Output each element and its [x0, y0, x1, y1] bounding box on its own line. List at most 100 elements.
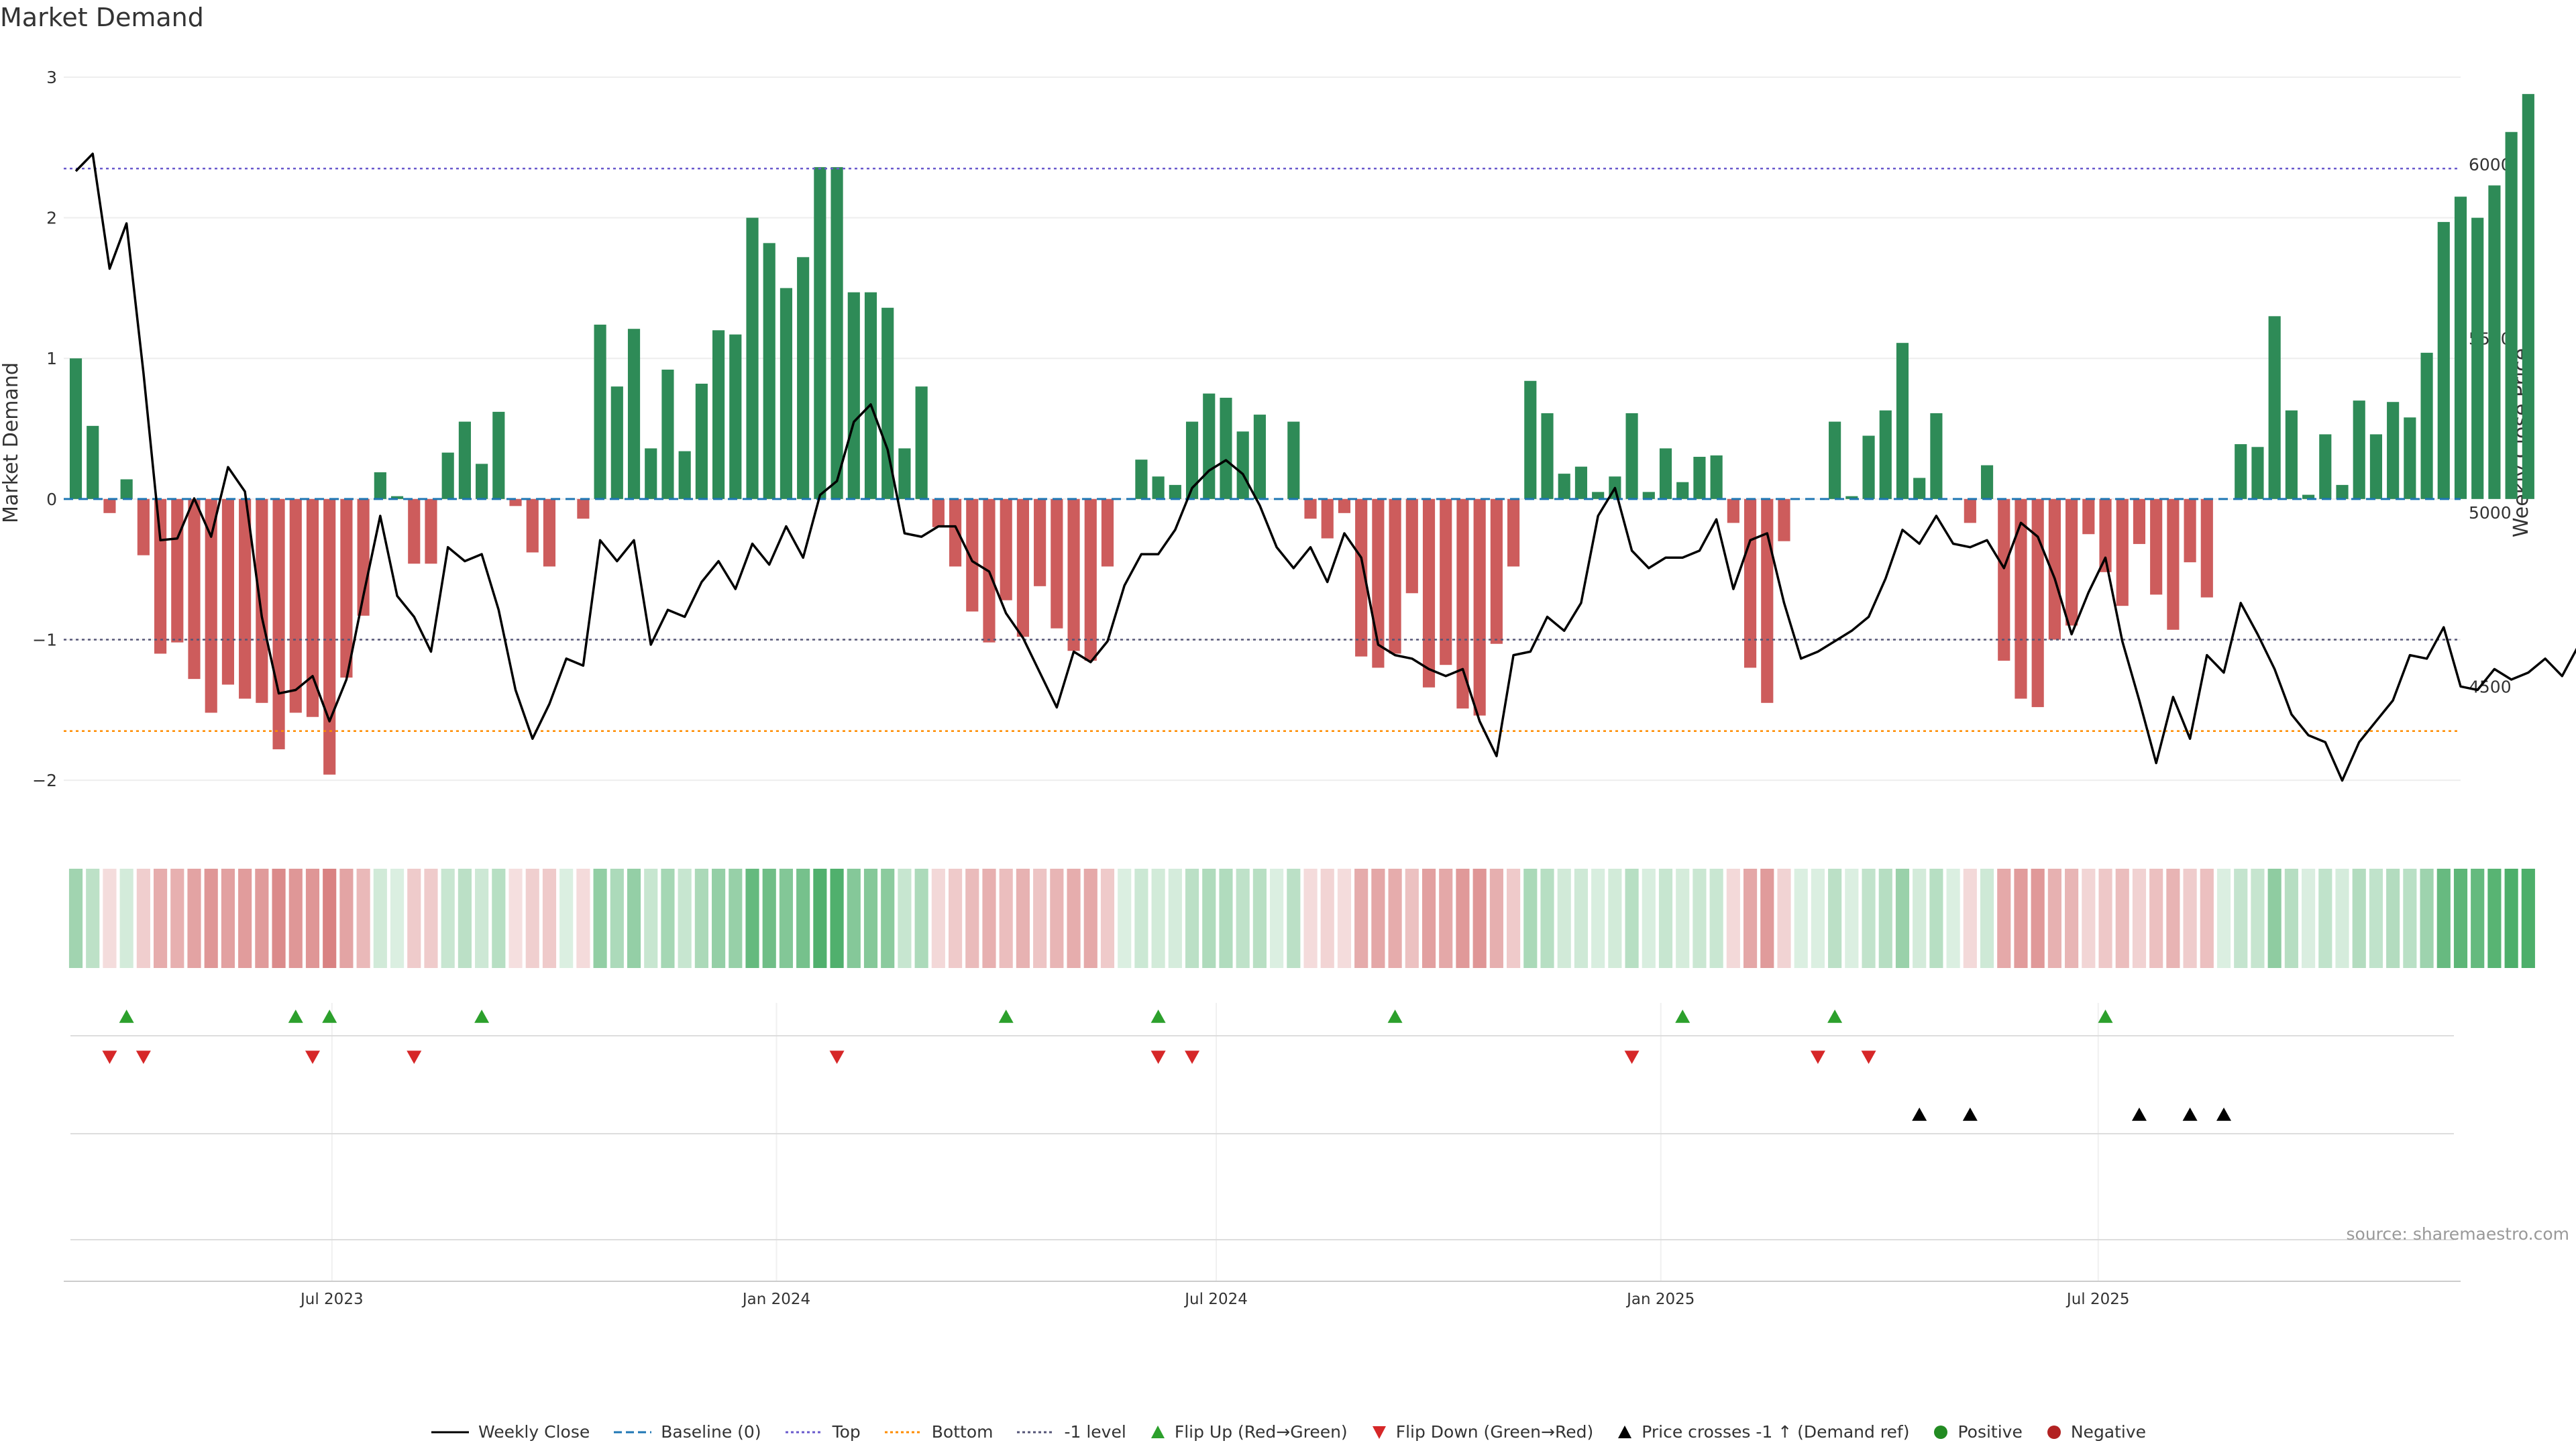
x-tick-label: Jul 2024 — [1183, 1291, 1248, 1308]
demand-bar-negative — [256, 498, 268, 703]
heat-cell — [2166, 869, 2180, 968]
demand-bar-positive — [661, 370, 674, 499]
flip-down-marker — [1150, 1051, 1166, 1064]
demand-bar-positive — [1253, 415, 1266, 499]
heat-cell — [2014, 869, 2028, 968]
demand-bar-positive — [1287, 421, 1300, 499]
price-cross-marker — [2131, 1108, 2147, 1121]
heat-cell — [1574, 869, 1589, 968]
price-cross-marker — [2182, 1108, 2198, 1121]
heat-cell — [1913, 869, 1927, 968]
demand-bar-positive — [1185, 421, 1199, 499]
legend-label: Flip Up (Red→Green) — [1174, 1422, 1348, 1442]
heat-cell — [627, 869, 641, 968]
heat-cell — [1658, 869, 1673, 968]
flip-down-marker — [829, 1051, 845, 1064]
price-cross-marker — [1962, 1108, 1978, 1121]
heat-cell — [1050, 869, 1064, 968]
heat-cell — [1219, 869, 1233, 968]
heat-cell — [1895, 869, 1910, 968]
heat-cell — [1033, 869, 1047, 968]
demand-bar-positive — [87, 425, 99, 499]
heat-cell — [1252, 869, 1267, 968]
demand-bar-positive — [1693, 456, 1706, 499]
heat-cell — [2200, 869, 2214, 968]
heat-cell — [525, 869, 539, 968]
legend-item: Flip Up (Red→Green) — [1149, 1422, 1348, 1442]
heat-cell — [441, 869, 455, 968]
legend-label: Positive — [1957, 1422, 2023, 1442]
demand-bar-positive — [1152, 476, 1165, 499]
heat-cell — [458, 869, 472, 968]
demand-bar-positive — [1169, 484, 1181, 499]
demand-bar-negative — [221, 498, 234, 685]
chart-title: Market Demand — [0, 3, 204, 32]
demand-bar-positive — [1930, 413, 1943, 499]
demand-bar-positive — [1574, 466, 1588, 499]
flip-up-marker — [998, 1010, 1014, 1023]
heat-cell — [1523, 869, 1538, 968]
flip-down-marker — [305, 1051, 320, 1064]
heat-cell — [1287, 869, 1301, 968]
legend-item: Weekly Close — [430, 1422, 590, 1442]
heat-cell — [593, 869, 607, 968]
flip-up-marker — [119, 1010, 134, 1023]
legend-label: Flip Down (Green→Red) — [1395, 1422, 1594, 1442]
heat-cell — [170, 869, 184, 968]
demand-bar-positive — [1236, 431, 1249, 499]
demand-bar-negative — [2116, 498, 2129, 606]
demand-bar-positive — [2437, 221, 2450, 499]
heat-cell — [2031, 869, 2045, 968]
demand-bar-positive — [1879, 410, 1892, 499]
demand-bar-positive — [1558, 474, 1570, 499]
heat-cell — [2521, 869, 2535, 968]
heat-cell — [1472, 869, 1487, 968]
demand-bar-positive — [69, 358, 83, 499]
demand-bar-positive — [763, 243, 775, 499]
y-tick-label: 2 — [46, 209, 57, 228]
demand-bar-positive — [780, 288, 793, 499]
flip-up-marker — [1675, 1010, 1690, 1023]
demand-bar-positive — [2235, 444, 2247, 499]
demand-bar-negative — [323, 498, 336, 775]
heat-cell — [2386, 869, 2400, 968]
flip-down-marker — [1861, 1051, 1876, 1064]
demand-bar-positive — [120, 479, 133, 499]
flip-down-marker — [102, 1051, 117, 1064]
heat-cell — [255, 869, 269, 968]
heat-cell — [323, 869, 337, 968]
demand-bar-negative — [1778, 498, 1790, 541]
demand-bar-negative — [1440, 498, 1452, 665]
demand-bar-negative — [2065, 498, 2078, 626]
heat-cell — [1151, 869, 1165, 968]
y-tick-label: −2 — [32, 771, 57, 790]
demand-bar-positive — [1710, 455, 1723, 499]
demand-bar-negative — [543, 498, 556, 567]
heat-cell — [729, 869, 743, 968]
demand-bar-positive — [797, 257, 810, 499]
heat-cell — [1016, 869, 1030, 968]
heat-cell — [644, 869, 658, 968]
demand-bar-positive — [2251, 447, 2264, 499]
y-axis-title: Market Demand — [0, 362, 23, 523]
heat-cell — [830, 869, 844, 968]
legend-label: Price crosses -1 ↑ (Demand ref) — [1642, 1422, 1910, 1442]
weekly-close-line — [74, 152, 2576, 782]
legend-label: Negative — [2070, 1422, 2147, 1442]
heat-cell — [1777, 869, 1791, 968]
heat-cell — [1980, 869, 1994, 968]
flip-up-marker — [1150, 1010, 1166, 1023]
demand-bar-positive — [2336, 484, 2349, 499]
legend-item: Top — [784, 1422, 861, 1442]
heat-cell — [881, 869, 895, 968]
demand-bar-positive — [1676, 482, 1689, 499]
heat-cell — [2065, 869, 2079, 968]
heat-cell — [221, 869, 235, 968]
heat-cell — [1557, 869, 1571, 968]
demand-bar-positive — [1524, 380, 1537, 499]
heat-cell — [2234, 869, 2248, 968]
demand-bar-positive — [627, 329, 641, 499]
heat-cell — [999, 869, 1013, 968]
triangle-up-icon — [1618, 1425, 1632, 1438]
